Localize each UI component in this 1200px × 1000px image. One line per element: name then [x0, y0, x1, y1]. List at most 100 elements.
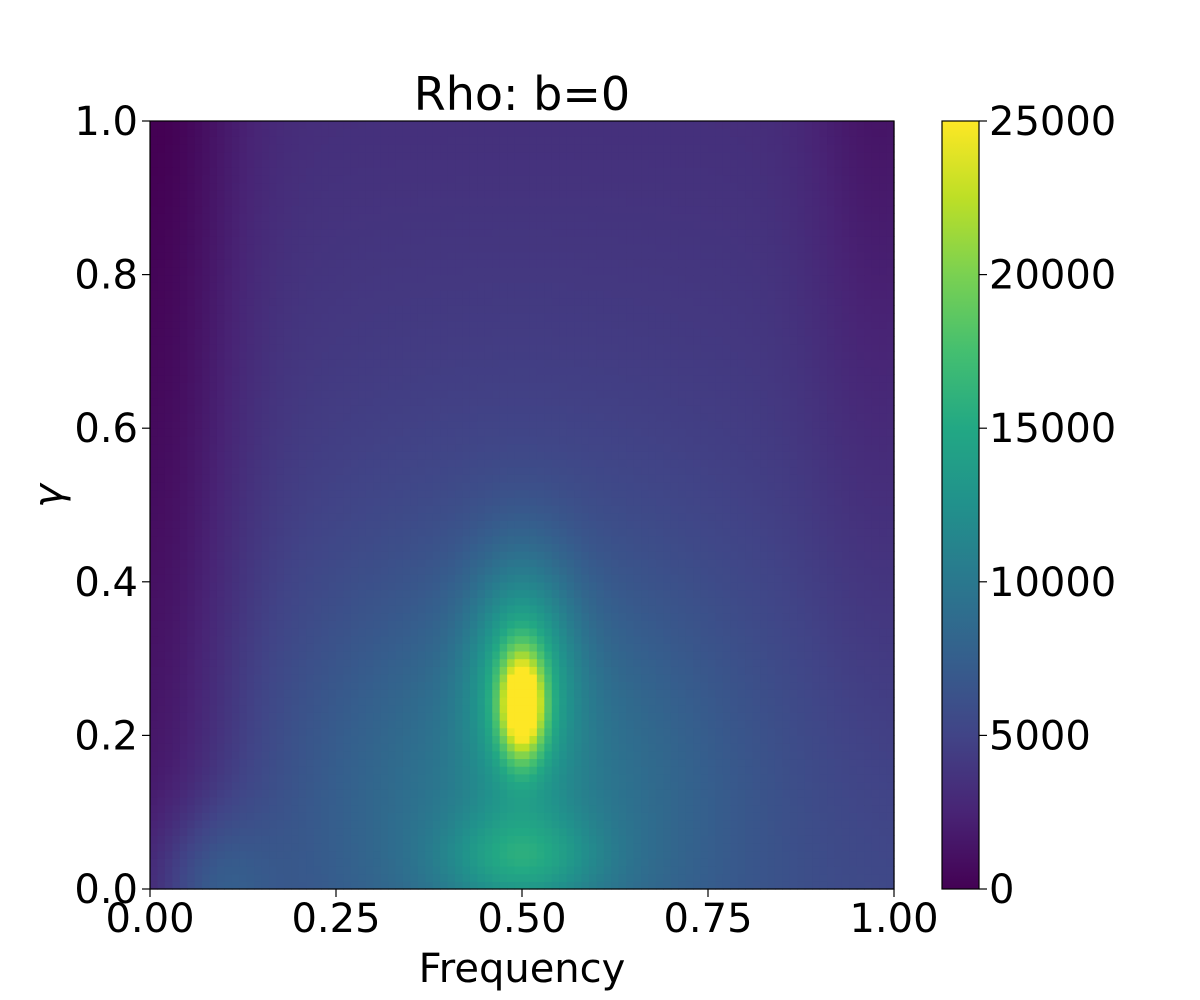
heatmap-cell: [202, 658, 211, 667]
heatmap-cell: [179, 750, 188, 760]
heatmap-cell: [663, 812, 672, 821]
heatmap-cell: [157, 520, 166, 529]
heatmap-cell: [760, 597, 769, 606]
heatmap-cell: [611, 704, 620, 713]
heatmap-cell: [596, 658, 605, 667]
heatmap-cell: [574, 850, 583, 859]
heatmap-cell: [388, 528, 397, 537]
heatmap-cell: [425, 819, 434, 829]
heatmap-cell: [804, 766, 813, 775]
heatmap-cell: [254, 720, 263, 729]
heatmap-cell: [298, 604, 307, 614]
heatmap-cell: [663, 750, 672, 760]
heatmap-cell: [544, 704, 553, 713]
heatmap-cell: [745, 528, 754, 537]
heatmap-cell: [231, 766, 240, 775]
heatmap-cell: [417, 842, 426, 852]
heatmap-cell: [365, 735, 374, 744]
heatmap-cell: [804, 796, 813, 806]
heatmap-cell: [708, 842, 717, 852]
heatmap-cell: [774, 865, 783, 875]
heatmap-cell: [209, 865, 218, 875]
heatmap-cell: [440, 873, 449, 882]
heatmap-cell: [767, 566, 776, 575]
heatmap-cell: [730, 727, 739, 736]
heatmap-cell: [484, 835, 493, 844]
heatmap-cell: [745, 505, 754, 514]
heatmap-cell: [670, 812, 679, 821]
heatmap-cell: [336, 735, 345, 744]
heatmap-cell: [365, 689, 374, 698]
heatmap-cell: [603, 681, 612, 690]
heatmap-cell: [373, 735, 382, 744]
heatmap-cell: [603, 735, 612, 744]
heatmap-cell: [150, 512, 159, 521]
heatmap-cell: [194, 635, 203, 644]
heatmap-cell: [663, 796, 672, 806]
heatmap-cell: [477, 881, 486, 890]
heatmap-cell: [328, 835, 337, 844]
heatmap-cell: [841, 758, 850, 767]
heatmap-cell: [700, 505, 709, 514]
heatmap-cell: [760, 850, 769, 859]
heatmap-cell: [224, 543, 233, 552]
heatmap-cell: [157, 627, 166, 637]
heatmap-cell: [216, 796, 225, 806]
heatmap-cell: [298, 842, 307, 852]
heatmap-cell: [856, 842, 865, 852]
heatmap-cell: [469, 650, 478, 660]
heatmap-cell: [380, 512, 389, 521]
heatmap-cell: [172, 558, 181, 568]
heatmap-cell: [797, 819, 806, 829]
heatmap-cell: [410, 620, 419, 629]
heatmap-cell: [179, 558, 188, 568]
heatmap-cell: [663, 673, 672, 683]
heatmap-cell: [514, 643, 523, 652]
heatmap-cell: [283, 681, 292, 690]
heatmap-cell: [350, 650, 359, 660]
heatmap-cell: [566, 881, 575, 890]
heatmap-cell: [388, 812, 397, 821]
heatmap-cell: [380, 842, 389, 852]
heatmap-cell: [849, 505, 858, 514]
heatmap-cell: [172, 743, 181, 752]
heatmap-cell: [641, 835, 650, 844]
heatmap-cell: [417, 766, 426, 775]
heatmap-cell: [306, 650, 315, 660]
heatmap-cell: [730, 720, 739, 729]
heatmap-cell: [752, 735, 761, 744]
heatmap-cell: [522, 873, 531, 882]
heatmap-cell: [700, 535, 709, 544]
heatmap-cell: [209, 689, 218, 698]
heatmap-cell: [618, 681, 627, 690]
heatmap-cell: [291, 689, 300, 698]
heatmap-cell: [886, 543, 895, 552]
heatmap-cell: [685, 819, 694, 829]
heatmap-cell: [343, 873, 352, 882]
heatmap-cell: [767, 743, 776, 752]
heatmap-cell: [879, 812, 888, 821]
heatmap-cell: [350, 505, 359, 514]
heatmap-cell: [849, 827, 858, 836]
heatmap-cell: [670, 612, 679, 621]
heatmap-cell: [566, 873, 575, 882]
heatmap-cell: [841, 727, 850, 736]
heatmap-cell: [350, 873, 359, 882]
heatmap-cell: [626, 789, 635, 798]
heatmap-cell: [410, 773, 419, 783]
heatmap-cell: [559, 881, 568, 890]
heatmap-cell: [715, 781, 724, 790]
heatmap-cell: [306, 689, 315, 698]
heatmap-cell: [455, 766, 464, 775]
heatmap-cell: [685, 666, 694, 675]
heatmap-cell: [871, 835, 880, 844]
heatmap-cell: [455, 566, 464, 575]
heatmap-cell: [581, 743, 590, 752]
heatmap-cell: [187, 704, 196, 713]
heatmap-cell: [514, 750, 523, 760]
heatmap-cell: [730, 520, 739, 529]
heatmap-cell: [172, 850, 181, 859]
heatmap-cell: [269, 643, 278, 652]
heatmap-cell: [343, 681, 352, 690]
